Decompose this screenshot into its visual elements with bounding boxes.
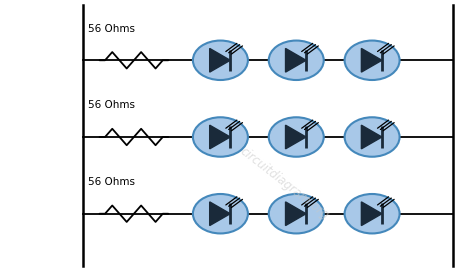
Polygon shape bbox=[285, 48, 306, 72]
Polygon shape bbox=[210, 125, 230, 149]
Polygon shape bbox=[210, 202, 230, 226]
Ellipse shape bbox=[193, 117, 248, 157]
Ellipse shape bbox=[345, 194, 400, 233]
Polygon shape bbox=[285, 202, 306, 226]
Polygon shape bbox=[361, 125, 382, 149]
Text: 56 Ohms: 56 Ohms bbox=[88, 177, 135, 187]
Ellipse shape bbox=[269, 41, 324, 80]
Ellipse shape bbox=[345, 41, 400, 80]
Text: 56 Ohms: 56 Ohms bbox=[88, 24, 135, 34]
Polygon shape bbox=[361, 202, 382, 226]
Ellipse shape bbox=[269, 194, 324, 233]
Ellipse shape bbox=[193, 41, 248, 80]
Text: circuitdiagram.org: circuitdiagram.org bbox=[237, 145, 331, 222]
Ellipse shape bbox=[345, 117, 400, 157]
Text: 56 Ohms: 56 Ohms bbox=[88, 101, 135, 110]
Ellipse shape bbox=[193, 194, 248, 233]
Polygon shape bbox=[361, 48, 382, 72]
Polygon shape bbox=[210, 48, 230, 72]
Polygon shape bbox=[285, 125, 306, 149]
Ellipse shape bbox=[269, 117, 324, 157]
